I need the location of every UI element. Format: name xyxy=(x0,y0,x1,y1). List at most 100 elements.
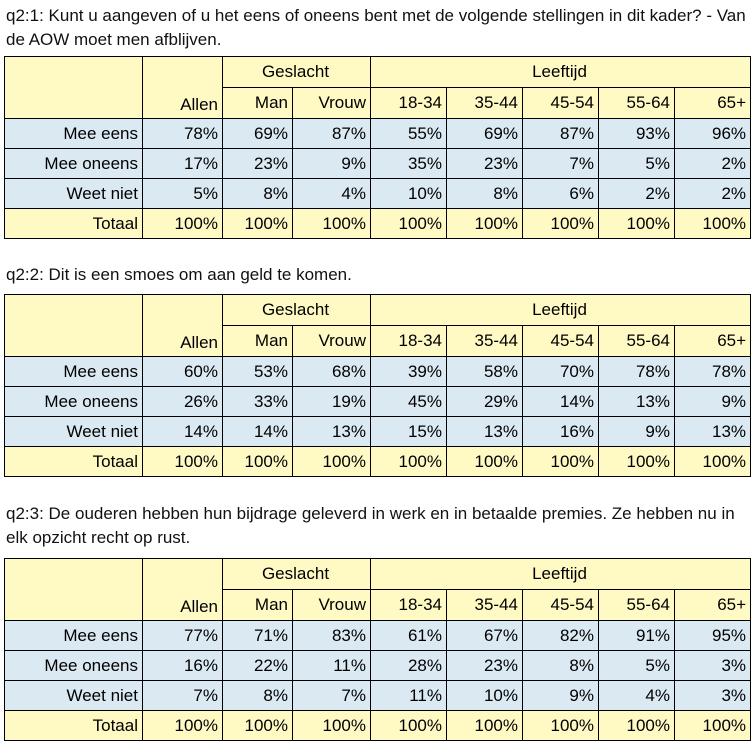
col-header-35-44: 35-44 xyxy=(446,87,523,119)
corner-cell xyxy=(4,294,143,357)
cell: 71% xyxy=(222,620,293,651)
group-header-leeftijd: Leeftijd xyxy=(369,294,752,326)
col-header-45-54: 45-54 xyxy=(522,325,599,357)
cell: 100% xyxy=(370,446,447,477)
cell: 100% xyxy=(673,208,752,239)
cell: 100% xyxy=(142,710,223,741)
cell: 11% xyxy=(370,680,447,711)
cell: 5% xyxy=(142,178,223,209)
table-row: Mee oneens 16% 22% 11% 28% 23% 8% 5% 3% xyxy=(4,650,752,681)
cell: 100% xyxy=(673,710,752,741)
cell: 100% xyxy=(598,710,675,741)
cell: 100% xyxy=(222,208,293,239)
cell: 100% xyxy=(222,710,293,741)
cell: 23% xyxy=(446,148,523,179)
col-header-65plus: 65+ xyxy=(673,325,752,357)
row-label: Totaal xyxy=(4,208,143,239)
cell: 14% xyxy=(522,386,599,417)
col-header-55-64: 55-64 xyxy=(598,325,675,357)
cell: 58% xyxy=(446,356,523,387)
col-header-65plus: 65+ xyxy=(673,87,752,119)
cell: 23% xyxy=(446,650,523,681)
cell: 33% xyxy=(222,386,293,417)
table-row: Weet niet 5% 8% 4% 10% 8% 6% 2% 2% xyxy=(4,178,752,209)
row-label: Mee eens xyxy=(4,356,143,387)
cell: 100% xyxy=(673,446,752,477)
cell: 4% xyxy=(292,178,371,209)
cell: 28% xyxy=(370,650,447,681)
row-label: Totaal xyxy=(4,710,143,741)
cell: 70% xyxy=(522,356,599,387)
cell: 13% xyxy=(446,416,523,447)
cell: 55% xyxy=(370,118,447,149)
cell: 100% xyxy=(598,446,675,477)
cell: 8% xyxy=(522,650,599,681)
cell: 19% xyxy=(292,386,371,417)
col-header-vrouw: Vrouw xyxy=(292,325,371,357)
cell: 9% xyxy=(673,386,752,417)
cell: 3% xyxy=(673,680,752,711)
cell: 87% xyxy=(522,118,599,149)
results-table-1: Allen Geslacht Leeftijd Man Vrouw 18-34 … xyxy=(4,56,752,239)
row-label: Weet niet xyxy=(4,178,143,209)
cell: 69% xyxy=(222,118,293,149)
cell: 100% xyxy=(292,446,371,477)
cell: 8% xyxy=(222,680,293,711)
table-row: Mee oneens 17% 23% 9% 35% 23% 7% 5% 2% xyxy=(4,148,752,179)
col-header-18-34: 18-34 xyxy=(370,87,447,119)
col-header-35-44: 35-44 xyxy=(446,589,523,621)
cell: 78% xyxy=(673,356,752,387)
cell: 8% xyxy=(222,178,293,209)
table-row: Mee oneens 26% 33% 19% 45% 29% 14% 13% 9… xyxy=(4,386,752,417)
cell: 67% xyxy=(446,620,523,651)
cell: 7% xyxy=(292,680,371,711)
col-header-man: Man xyxy=(222,325,293,357)
cell: 7% xyxy=(522,148,599,179)
col-header-65plus: 65+ xyxy=(673,589,752,621)
cell: 6% xyxy=(522,178,599,209)
cell: 2% xyxy=(598,178,675,209)
cell: 2% xyxy=(673,178,752,209)
col-header-18-34: 18-34 xyxy=(370,325,447,357)
cell: 68% xyxy=(292,356,371,387)
cell: 9% xyxy=(292,148,371,179)
cell: 87% xyxy=(292,118,371,149)
table-row: Mee eens 78% 69% 87% 55% 69% 87% 93% 96% xyxy=(4,118,752,149)
cell: 100% xyxy=(522,446,599,477)
cell: 78% xyxy=(142,118,223,149)
cell: 100% xyxy=(292,208,371,239)
cell: 83% xyxy=(292,620,371,651)
cell: 35% xyxy=(370,148,447,179)
group-header-geslacht: Geslacht xyxy=(222,294,371,326)
question-title-2: q2:2: Dit is een smoes om aan geld te ko… xyxy=(6,265,352,284)
cell: 100% xyxy=(142,446,223,477)
cell: 100% xyxy=(522,208,599,239)
col-header-55-64: 55-64 xyxy=(598,589,675,621)
results-table-3: Allen Geslacht Leeftijd Man Vrouw 18-34 … xyxy=(4,558,752,741)
table-row-total: Totaal 100% 100% 100% 100% 100% 100% 100… xyxy=(4,710,752,741)
cell: 53% xyxy=(222,356,293,387)
cell: 95% xyxy=(673,620,752,651)
cell: 9% xyxy=(598,416,675,447)
table-row: Weet niet 7% 8% 7% 11% 10% 9% 4% 3% xyxy=(4,680,752,711)
cell: 45% xyxy=(370,386,447,417)
table-row: Weet niet 14% 14% 13% 15% 13% 16% 9% 13% xyxy=(4,416,752,447)
cell: 91% xyxy=(598,620,675,651)
col-header-45-54: 45-54 xyxy=(522,589,599,621)
table-row: Mee eens 60% 53% 68% 39% 58% 70% 78% 78% xyxy=(4,356,752,387)
cell: 100% xyxy=(522,710,599,741)
cell: 93% xyxy=(598,118,675,149)
row-label: Weet niet xyxy=(4,680,143,711)
cell: 39% xyxy=(370,356,447,387)
row-label: Mee oneens xyxy=(4,650,143,681)
cell: 4% xyxy=(598,680,675,711)
cell: 26% xyxy=(142,386,223,417)
cell: 7% xyxy=(142,680,223,711)
cell: 13% xyxy=(598,386,675,417)
cell: 8% xyxy=(446,178,523,209)
cell: 14% xyxy=(222,416,293,447)
cell: 10% xyxy=(370,178,447,209)
cell: 100% xyxy=(370,208,447,239)
cell: 100% xyxy=(446,208,523,239)
cell: 69% xyxy=(446,118,523,149)
